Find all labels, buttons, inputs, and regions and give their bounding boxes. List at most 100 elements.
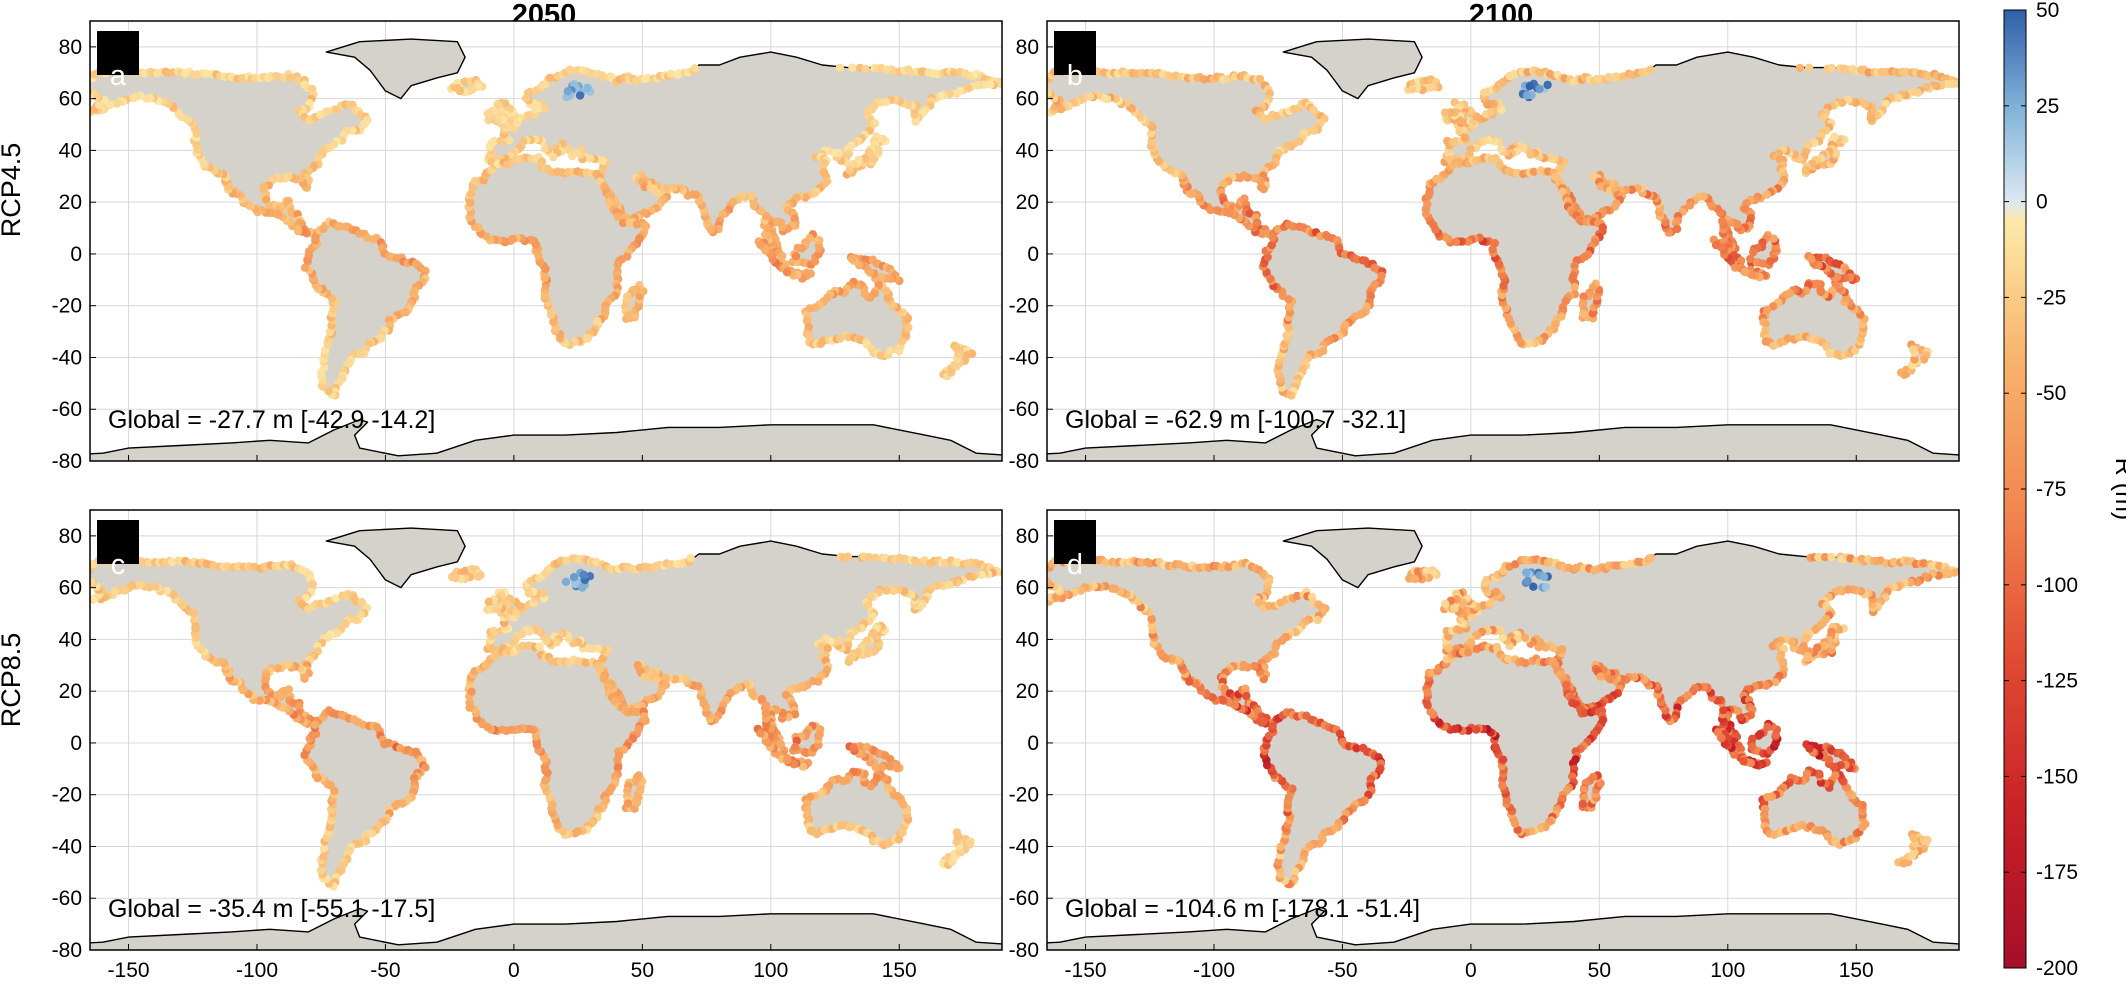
coastal-point [1256, 183, 1266, 192]
coastal-point [1289, 222, 1298, 231]
coastal-point [1841, 753, 1850, 763]
coastal-point [1906, 578, 1915, 587]
coastal-point [1085, 92, 1095, 101]
coastal-point [848, 63, 857, 72]
coastal-point [1739, 757, 1748, 766]
coastal-point [965, 840, 975, 849]
coastal-point [1250, 661, 1259, 671]
coastal-point [952, 89, 961, 98]
y-tick-label: 60 [59, 88, 82, 111]
coastal-point [1513, 825, 1522, 835]
y-tick-label: -20 [1009, 295, 1039, 318]
colorbar-tick-label: -75 [2036, 478, 2066, 501]
coastal-point [1811, 625, 1820, 635]
coastal-point [906, 68, 916, 77]
coastal-point [1238, 662, 1247, 672]
coastal-point [1408, 85, 1417, 94]
coastal-point [1579, 309, 1588, 319]
coastal-point [1570, 282, 1579, 292]
coastal-point [1804, 63, 1814, 72]
panel-frame [89, 20, 1003, 462]
coastal-point [1578, 799, 1587, 808]
coastal-point [798, 762, 808, 771]
coastal-point [1504, 654, 1513, 664]
coastal-point [1922, 83, 1931, 92]
x-tick-label: 150 [882, 959, 917, 982]
y-tick-label: 0 [70, 243, 82, 266]
coastal-point [1047, 80, 1048, 83]
map-panel-c: Global = -35.4 m [-55.1 -17.5] c 8060402… [52, 509, 1003, 982]
coastal-point [1736, 744, 1746, 754]
coastal-points [1047, 552, 1959, 889]
coastal-point [1935, 561, 1944, 571]
coastal-point [1510, 69, 1519, 79]
x-tick-label: -50 [370, 959, 400, 982]
coastal-point [1864, 68, 1873, 77]
row-title-rcp85: RCP8.5 [0, 633, 26, 728]
coastal-point [421, 763, 430, 772]
coastal-point [1827, 63, 1836, 73]
coastal-point [1426, 707, 1435, 716]
coastal-point [120, 586, 129, 595]
coastal-point [1671, 218, 1681, 227]
coastal-point [1491, 742, 1500, 752]
coastal-point [1309, 126, 1319, 135]
coastal-point [1185, 189, 1194, 198]
coastal-point [1410, 574, 1420, 584]
coastal-point [460, 77, 470, 86]
coastal-point [1101, 558, 1110, 567]
coastal-point [686, 553, 695, 563]
y-tick-label: 40 [1016, 139, 1039, 162]
coastal-point [142, 94, 151, 103]
global-value-b: Global = -62.9 m [-100.7 -32.1] [1065, 406, 1406, 434]
y-tick-label: -60 [1009, 887, 1039, 910]
coastal-point [1805, 744, 1814, 753]
coastal-point [599, 73, 608, 82]
coastal-point [1464, 726, 1473, 735]
global-value-d: Global = -104.6 m [-178.1 -51.4] [1065, 895, 1420, 923]
coastal-point [1147, 614, 1156, 624]
y-tick-label: -20 [1009, 784, 1039, 807]
map-panel-d: Global = -104.6 m [-178.1 -51.4] d 80604… [1009, 509, 1960, 982]
colorbar-tick-label: -125 [2036, 670, 2078, 693]
coastal-point [1604, 72, 1613, 82]
land-antarctica [1047, 418, 1959, 461]
y-tick-label: -20 [52, 784, 82, 807]
map-body [1047, 510, 1959, 950]
coastal-point [804, 332, 814, 341]
map-panel-a: Global = -27.7 m [-42.9 -14.2] a 8060402… [52, 20, 1003, 473]
coastal-point [310, 720, 320, 729]
coastal-point [571, 829, 580, 838]
x-tick-label: 100 [1710, 959, 1745, 982]
coastal-point [1291, 628, 1301, 637]
coastal-point [483, 109, 492, 118]
coastal-point [747, 191, 756, 201]
coastal-point [1711, 240, 1721, 250]
global-value-a: Global = -27.7 m [-42.9 -14.2] [108, 406, 435, 434]
coastal-point [80, 78, 88, 86]
coastal-point [518, 641, 528, 651]
coastal-point [1200, 75, 1209, 84]
coastal-point [1242, 691, 1251, 701]
coastal-point [1919, 559, 1929, 568]
coastal-point [1498, 633, 1507, 642]
map-body [80, 21, 1002, 461]
coastal-point [718, 210, 727, 219]
coastal-point [461, 566, 470, 575]
coastal-point [783, 755, 792, 764]
coastal-point [1525, 81, 1535, 91]
coastal-point [1740, 267, 1749, 276]
panel-frame [1046, 20, 1960, 462]
colorbar-tick-label: -200 [2036, 957, 2078, 980]
coastal-point [1919, 355, 1929, 364]
coastal-point [1713, 728, 1723, 737]
coastal-point [1464, 648, 1473, 657]
coastal-point [806, 792, 815, 801]
coastal-point [594, 644, 603, 653]
x-tick-label: -50 [1327, 959, 1357, 982]
coastal-point [760, 230, 770, 239]
coastal-point [1047, 85, 1050, 94]
coastal-point [450, 573, 460, 583]
coastal-point [889, 67, 898, 76]
